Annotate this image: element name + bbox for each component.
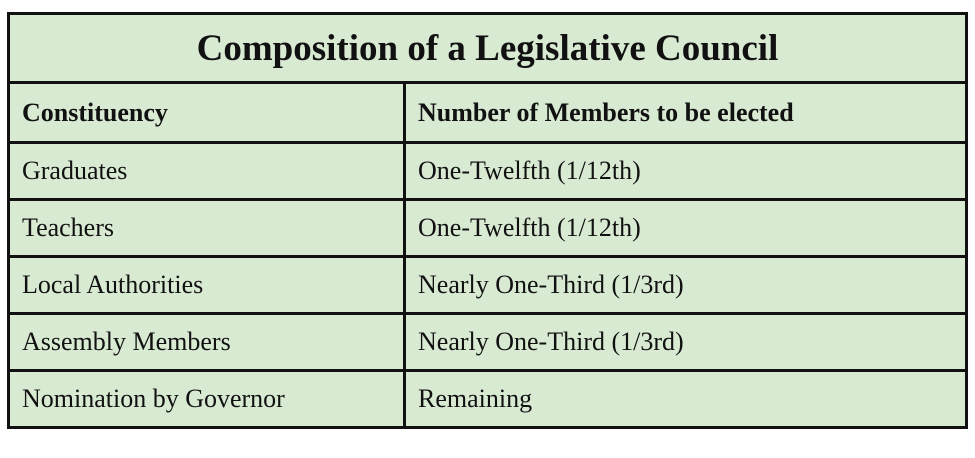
table-row: Assembly Members Nearly One-Third (1/3rd… (7, 312, 968, 372)
cell-constituency: Assembly Members (7, 312, 406, 372)
table-row: Teachers One-Twelfth (1/12th) (7, 198, 968, 258)
cell-constituency: Nomination by Governor (7, 369, 406, 429)
cell-constituency: Graduates (7, 141, 406, 201)
table-row: Graduates One-Twelfth (1/12th) (7, 141, 968, 201)
header-members: Number of Members to be elected (403, 81, 968, 144)
header-row: Constituency Number of Members to be ele… (7, 81, 968, 144)
cell-members: Remaining (403, 369, 968, 429)
table-title: Composition of a Legislative Council (7, 12, 968, 84)
header-constituency: Constituency (7, 81, 406, 144)
cell-members: One-Twelfth (1/12th) (403, 198, 968, 258)
title-row: Composition of a Legislative Council (7, 12, 968, 84)
table-row: Local Authorities Nearly One-Third (1/3r… (7, 255, 968, 315)
cell-members: One-Twelfth (1/12th) (403, 141, 968, 201)
cell-members: Nearly One-Third (1/3rd) (403, 312, 968, 372)
cell-members: Nearly One-Third (1/3rd) (403, 255, 968, 315)
table-row: Nomination by Governor Remaining (7, 369, 968, 429)
cell-constituency: Local Authorities (7, 255, 406, 315)
cell-constituency: Teachers (7, 198, 406, 258)
composition-table: Composition of a Legislative Council Con… (7, 12, 968, 429)
